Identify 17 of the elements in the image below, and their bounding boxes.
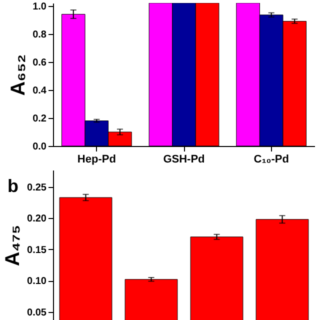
x-tick-label: GSH-Pd xyxy=(163,154,205,166)
y-tick-label: 0.8 xyxy=(32,29,47,40)
y-tick-label: 0.10 xyxy=(27,276,47,288)
x-tick-label: Hep-Pd xyxy=(77,154,116,166)
y-tick-label: 0.25 xyxy=(27,182,47,194)
y-tick-label: 0.20 xyxy=(27,214,47,225)
y-tick-label: 0.15 xyxy=(27,244,47,256)
y-tick-label: 1.0 xyxy=(32,1,47,12)
x-tick-label: C₁₀-Pd xyxy=(254,154,289,166)
y-axis-title: A₆₅₂ xyxy=(8,54,30,96)
y-tick-label: 0.05 xyxy=(27,307,47,318)
annotation: b xyxy=(8,176,18,196)
y-tick-label: 0.0 xyxy=(32,142,47,152)
y-tick-label: 0.6 xyxy=(32,57,47,68)
y-axis-title: A₄₇₅ xyxy=(2,224,24,266)
y-tick-label: 0.4 xyxy=(32,85,47,96)
y-tick-label: 0.2 xyxy=(32,113,47,124)
